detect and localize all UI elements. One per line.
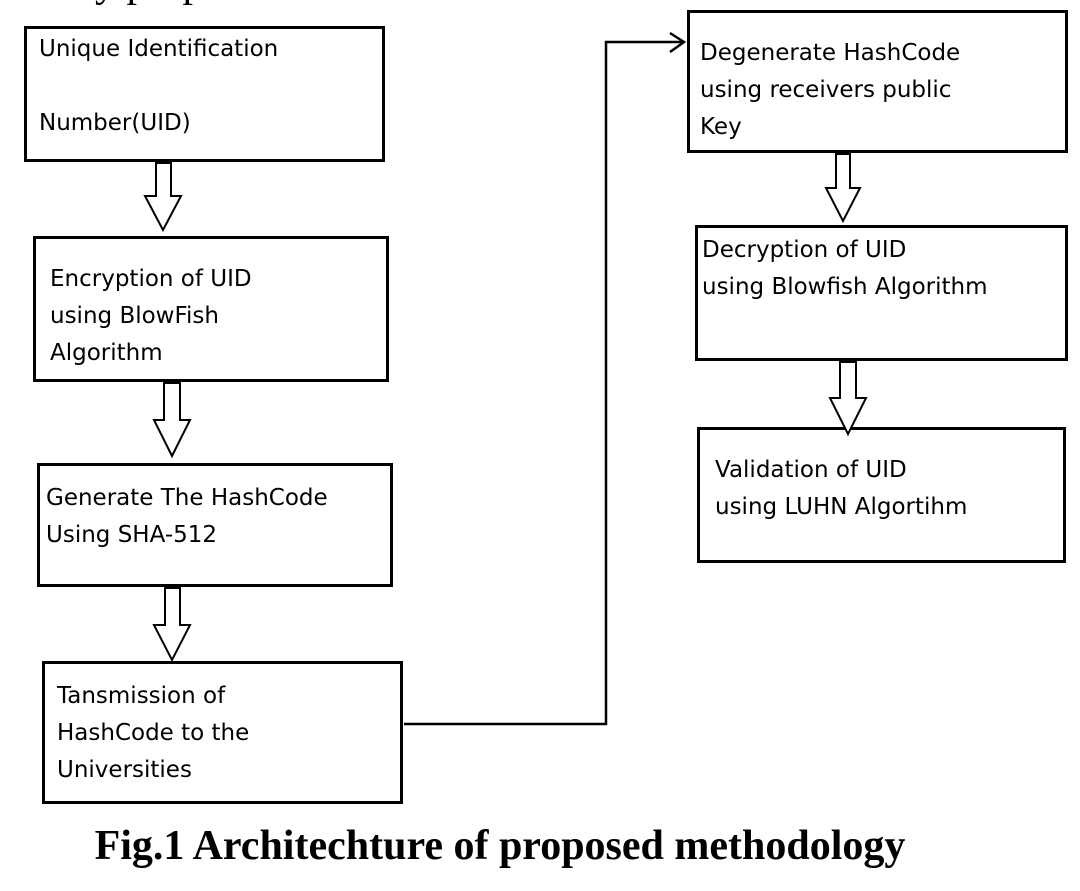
down-arrow-4 <box>824 153 862 224</box>
box-decryption: Decryption of UID using Blowfish Algorit… <box>695 225 1068 361</box>
box-transmission-label: Tansmission of HashCode to the Universit… <box>57 683 250 783</box>
down-arrow-3 <box>152 587 192 663</box>
transmission-to-degenerate-connector <box>404 40 683 726</box>
down-arrow-1 <box>143 162 183 233</box>
box-encryption-label: Encryption of UID using BlowFish Algorit… <box>50 266 252 366</box>
cropped-heading-fragment: y proposed <box>0 0 1080 10</box>
box-degenerate-label: Degenerate HashCode using receivers publ… <box>700 40 961 140</box>
connector-arrowhead <box>669 31 687 54</box>
down-arrow-2 <box>152 382 192 459</box>
box-validation-label: Validation of UID using LUHN Algortihm <box>715 457 968 520</box>
box-uid: Unique Identification Number(UID) <box>24 26 385 162</box>
figure-caption: Fig.1 Architechture of proposed methodol… <box>94 823 906 869</box>
box-encryption: Encryption of UID using BlowFish Algorit… <box>33 236 389 382</box>
box-validation: Validation of UID using LUHN Algortihm <box>697 427 1066 563</box>
down-arrow-5 <box>828 361 868 437</box>
box-uid-label: Unique Identification Number(UID) <box>39 36 279 136</box>
box-decryption-label: Decryption of UID using Blowfish Algorit… <box>702 237 988 300</box>
box-hashcode-label: Generate The HashCode Using SHA-512 <box>46 485 328 548</box>
box-degenerate: Degenerate HashCode using receivers publ… <box>687 10 1068 153</box>
box-hashcode: Generate The HashCode Using SHA-512 <box>37 463 393 587</box>
box-transmission: Tansmission of HashCode to the Universit… <box>42 661 403 804</box>
